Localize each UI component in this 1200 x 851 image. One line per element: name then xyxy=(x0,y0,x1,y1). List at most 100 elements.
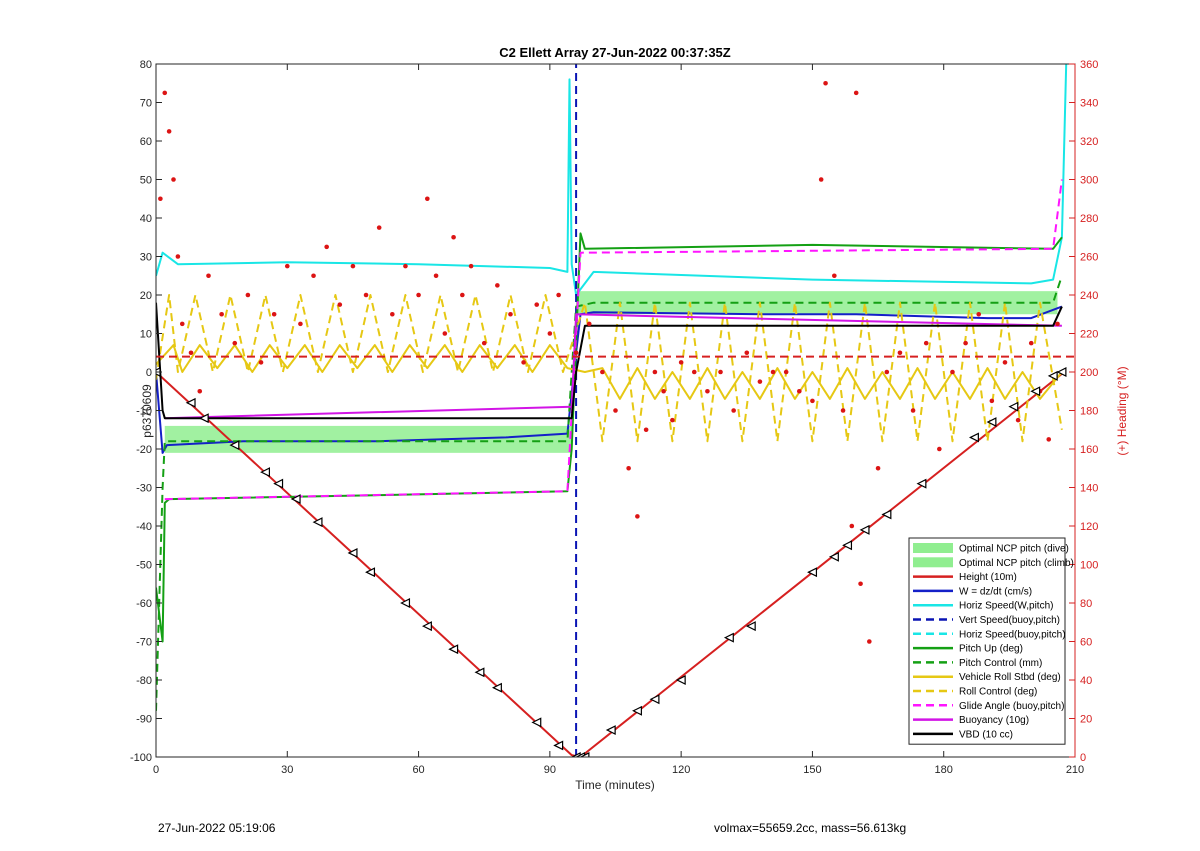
heading-point xyxy=(950,369,955,375)
heading-point xyxy=(573,350,579,356)
heading-point xyxy=(923,340,929,346)
height-sample-marker xyxy=(421,621,432,632)
heading-point xyxy=(867,639,872,644)
height-sample-marker xyxy=(649,694,660,705)
y-axis-label-left: p6370609 xyxy=(140,384,154,438)
heading-point xyxy=(188,350,194,356)
heading-point xyxy=(416,292,421,298)
heading-point xyxy=(403,263,408,269)
heading-point xyxy=(171,177,176,182)
heading-point xyxy=(910,408,916,413)
legend-entry: Glide Angle (buoy,pitch) xyxy=(959,701,1064,712)
heading-point xyxy=(875,465,881,471)
heading-point xyxy=(1002,360,1008,365)
ncp-band xyxy=(576,291,1058,315)
y-tick-label-left: 40 xyxy=(140,213,152,225)
heading-point xyxy=(705,388,710,394)
heading-point xyxy=(757,379,763,384)
heading-point xyxy=(884,369,890,375)
height-sample-marker xyxy=(290,494,301,505)
legend-entry: Horiz Speed(W,pitch) xyxy=(959,601,1053,612)
y-tick-label-right: 280 xyxy=(1080,213,1098,225)
heading-point xyxy=(350,263,356,269)
legend-entry: Buoyancy (10g) xyxy=(959,715,1029,726)
y-tick-label-right: 200 xyxy=(1080,367,1098,379)
height-sample-marker xyxy=(553,740,564,751)
footer-timestamp: 27-Jun-2022 05:19:06 xyxy=(158,821,276,835)
heading-point xyxy=(425,196,430,202)
height-sample-marker xyxy=(273,478,284,489)
heading-point xyxy=(643,427,649,433)
y-tick-label-left: 70 xyxy=(140,98,152,110)
heading-point xyxy=(661,388,666,394)
legend-entry: Vehicle Roll Stbd (deg) xyxy=(959,672,1061,683)
heading-point xyxy=(162,90,168,96)
y-tick-label-right: 60 xyxy=(1080,637,1092,649)
heading-point xyxy=(731,408,736,413)
height-sample-marker xyxy=(474,667,485,678)
heading-point xyxy=(460,292,465,298)
height-sample-marker xyxy=(229,440,240,451)
y-tick-label-left: -60 xyxy=(136,598,152,610)
y-tick-label-left: 80 xyxy=(140,59,152,71)
heading-point xyxy=(311,273,316,279)
y-tick-label-right: 80 xyxy=(1080,598,1092,610)
heading-point xyxy=(1055,321,1060,327)
legend-entry: Vert Speed(buoy,pitch) xyxy=(959,615,1060,626)
heading-point xyxy=(783,369,789,375)
y-tick-label-right: 160 xyxy=(1080,444,1098,456)
height-sample-marker xyxy=(842,540,853,551)
height-sample-marker xyxy=(400,598,411,608)
y-tick-label-left: -90 xyxy=(136,714,152,726)
y-tick-label-right: 140 xyxy=(1080,483,1098,495)
series-line-vehicle-roll-stbd-deg xyxy=(156,344,1063,400)
height-sample-marker xyxy=(1030,386,1041,397)
legend-entry: Height (10m) xyxy=(959,572,1017,583)
heading-point xyxy=(797,388,802,394)
y-tick-label-left: -30 xyxy=(136,483,152,495)
series-line-glide-angle-buoy-pitch xyxy=(164,179,1063,501)
x-tick-label: 60 xyxy=(412,764,424,776)
legend-swatch xyxy=(913,557,953,568)
heading-point xyxy=(481,340,487,346)
heading-point xyxy=(691,369,697,375)
y-tick-label-right: 260 xyxy=(1080,252,1098,264)
heading-point xyxy=(976,311,982,317)
height-sample-marker xyxy=(198,413,209,424)
heading-point xyxy=(337,302,343,307)
heading-point xyxy=(1046,437,1052,442)
heading-point xyxy=(433,273,439,279)
y-tick-label-left: -50 xyxy=(136,560,152,572)
heading-point xyxy=(718,369,723,375)
height-sample-marker xyxy=(260,467,271,478)
y-tick-label-left: -80 xyxy=(136,675,152,687)
heading-point xyxy=(897,350,903,356)
heading-point xyxy=(989,398,995,404)
heading-point xyxy=(298,321,303,327)
height-sample-marker xyxy=(347,547,358,558)
heading-point xyxy=(363,292,369,298)
height-sample-marker xyxy=(365,567,376,578)
y-tick-label-right: 0 xyxy=(1080,752,1086,764)
heading-point xyxy=(963,340,968,346)
height-sample-marker xyxy=(448,644,459,655)
y-tick-label-left: -100 xyxy=(130,752,152,764)
x-tick-label: 120 xyxy=(672,764,690,776)
legend-entry: Pitch Up (deg) xyxy=(959,644,1023,655)
heading-point xyxy=(652,369,658,375)
x-tick-label: 210 xyxy=(1066,764,1084,776)
heading-point xyxy=(547,331,553,336)
heading-point xyxy=(770,369,776,375)
heading-point xyxy=(271,311,277,317)
y-tick-label-right: 340 xyxy=(1080,98,1098,110)
height-sample-marker xyxy=(859,524,870,535)
heading-point xyxy=(324,244,329,250)
heading-point xyxy=(468,263,474,269)
legend-box xyxy=(908,537,1066,745)
x-tick-label: 90 xyxy=(544,764,556,776)
heading-point xyxy=(1015,417,1021,423)
height-sample-marker xyxy=(807,567,818,578)
y-tick-label-right: 320 xyxy=(1080,136,1098,148)
heading-point xyxy=(258,360,264,365)
